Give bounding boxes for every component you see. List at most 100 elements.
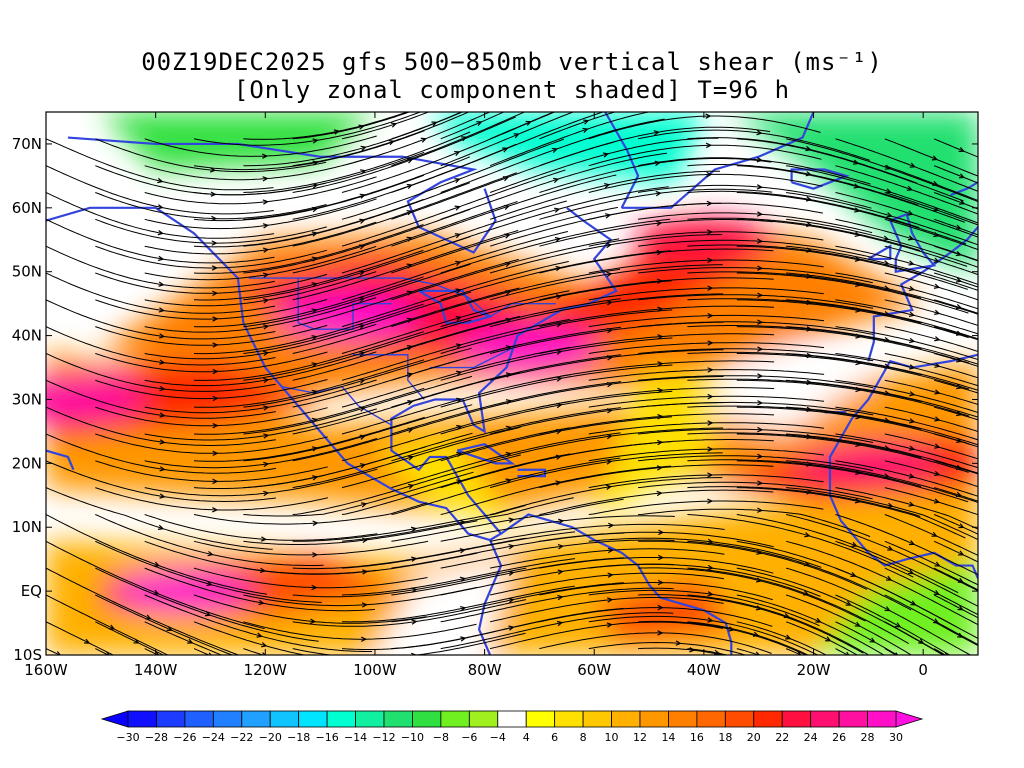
streamline xyxy=(786,272,978,315)
streamline xyxy=(243,648,265,655)
streamline xyxy=(193,502,428,525)
streamline-arrow xyxy=(894,622,902,628)
shear-band xyxy=(46,348,978,515)
streamline xyxy=(95,379,328,400)
streamline-arrow xyxy=(757,346,764,352)
lat-tick-label: 40N xyxy=(12,327,42,345)
streamline xyxy=(193,540,429,556)
streamline xyxy=(539,305,775,328)
streamline xyxy=(933,433,978,448)
streamline xyxy=(588,369,825,381)
streamline-arrow xyxy=(886,212,893,218)
streamline-arrow xyxy=(456,397,463,404)
streamline-arrow xyxy=(957,577,965,583)
streamline-arrow xyxy=(358,270,366,276)
streamline xyxy=(46,245,275,289)
streamline xyxy=(46,567,241,655)
streamline-arrow xyxy=(606,459,613,465)
streamline xyxy=(341,558,576,596)
streamline xyxy=(835,353,978,387)
streamline-arrow xyxy=(783,613,791,619)
colorbar-swatch xyxy=(355,710,385,728)
streamline-arrow xyxy=(883,445,891,451)
streamline xyxy=(95,540,322,603)
streamline xyxy=(243,131,471,193)
streamline xyxy=(46,487,273,550)
streamline xyxy=(933,353,978,367)
streamline xyxy=(786,379,978,418)
streamline-arrow xyxy=(804,532,811,538)
streamline-arrow xyxy=(934,561,941,567)
streamline-arrow xyxy=(932,206,940,212)
streamline xyxy=(243,112,409,140)
streamline xyxy=(46,326,276,366)
streamline xyxy=(489,452,723,489)
colorbar-under-arrow xyxy=(100,710,129,728)
streamline-arrow xyxy=(606,271,613,278)
streamline-arrow xyxy=(707,446,714,452)
streamline xyxy=(638,508,871,538)
streamline xyxy=(687,271,922,299)
streamline xyxy=(736,299,969,339)
streamline-arrow xyxy=(557,569,564,575)
shear-band xyxy=(429,112,704,183)
streamline-arrow xyxy=(552,177,560,183)
streamline-arrow xyxy=(855,281,862,288)
streamline-arrow xyxy=(158,307,165,313)
streamline-arrow xyxy=(707,393,714,400)
streamline xyxy=(440,112,575,167)
streamline-arrow xyxy=(158,333,166,339)
streamline xyxy=(884,192,978,226)
streamline xyxy=(933,245,978,262)
streamline-arrow xyxy=(502,176,510,182)
streamline-arrow xyxy=(658,529,665,536)
streamline xyxy=(46,299,276,340)
streamline-arrow xyxy=(359,193,366,199)
streamline xyxy=(193,621,307,655)
colorbar-label: 24 xyxy=(804,731,818,744)
streamline-arrow xyxy=(909,364,916,370)
streamline-arrow xyxy=(555,294,563,300)
streamline xyxy=(440,416,673,462)
streamline-arrow xyxy=(554,236,562,243)
streamline-arrow xyxy=(505,289,512,296)
colorbar-swatch xyxy=(696,710,726,728)
streamline-arrow xyxy=(556,376,563,382)
streamline xyxy=(835,326,978,361)
colorbar-swatch xyxy=(554,710,584,728)
streamline-arrow xyxy=(410,526,418,532)
streamline xyxy=(638,540,868,590)
streamline-arrow xyxy=(606,327,614,334)
streamline xyxy=(687,621,810,655)
streamline xyxy=(391,298,621,354)
streamline-arrow xyxy=(756,157,763,163)
streamline-arrow xyxy=(508,597,515,604)
colorbar-swatch xyxy=(611,710,641,728)
streamline-arrow xyxy=(757,400,764,406)
streamline-arrow xyxy=(212,478,219,485)
streamline xyxy=(440,539,675,569)
streamline xyxy=(588,474,824,489)
streamline xyxy=(440,587,674,623)
streamline xyxy=(95,433,328,454)
streamline xyxy=(193,648,211,655)
streamline xyxy=(95,138,327,173)
streamline-arrow xyxy=(933,283,941,289)
streamline xyxy=(144,176,377,205)
shear-band xyxy=(703,348,869,432)
colorbar-swatch xyxy=(412,710,442,728)
streamline-arrow xyxy=(714,649,721,655)
streamline-arrow xyxy=(459,548,466,554)
streamline-arrow xyxy=(455,343,463,349)
streamline xyxy=(292,567,527,598)
map-title: 00Z19DEC2025 gfs 500−850mb vertical shea… xyxy=(141,48,883,76)
streamline-arrow xyxy=(606,433,613,440)
streamline-arrow xyxy=(853,183,860,189)
streamline-arrow xyxy=(262,298,270,304)
shear-band xyxy=(374,559,512,655)
streamline xyxy=(736,272,969,314)
streamline-arrow xyxy=(931,531,938,537)
streamline xyxy=(144,271,377,307)
colorbar: −30 −28 −26 −24 −22 −20 −18 −16 −14 −12 −10 −8 −6 −4 4… xyxy=(100,710,924,744)
